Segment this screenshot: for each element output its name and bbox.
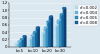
Polygon shape xyxy=(15,43,17,47)
Polygon shape xyxy=(15,42,18,43)
Polygon shape xyxy=(62,14,63,47)
Polygon shape xyxy=(33,35,34,47)
Polygon shape xyxy=(38,27,39,47)
Polygon shape xyxy=(44,28,46,47)
Polygon shape xyxy=(57,25,58,47)
Polygon shape xyxy=(60,15,62,47)
Polygon shape xyxy=(46,27,47,47)
Polygon shape xyxy=(49,16,52,17)
Polygon shape xyxy=(18,42,20,47)
Polygon shape xyxy=(42,33,44,47)
Polygon shape xyxy=(28,39,31,47)
Polygon shape xyxy=(44,27,47,28)
Polygon shape xyxy=(23,36,26,37)
Polygon shape xyxy=(60,14,63,15)
Polygon shape xyxy=(65,8,66,47)
Legend: cf=0.002, cf=0.004, cf=0.006, cf=0.008: cf=0.002, cf=0.004, cf=0.006, cf=0.008 xyxy=(74,5,98,26)
Polygon shape xyxy=(31,36,33,47)
Polygon shape xyxy=(36,28,38,47)
Polygon shape xyxy=(34,31,37,32)
Polygon shape xyxy=(62,8,65,47)
Polygon shape xyxy=(47,22,49,47)
Polygon shape xyxy=(55,25,58,26)
Polygon shape xyxy=(49,17,52,47)
Polygon shape xyxy=(31,35,34,36)
Polygon shape xyxy=(34,32,36,47)
Polygon shape xyxy=(28,38,31,39)
Polygon shape xyxy=(23,37,25,47)
Polygon shape xyxy=(55,26,57,47)
Polygon shape xyxy=(49,21,50,47)
Polygon shape xyxy=(57,20,60,47)
Polygon shape xyxy=(18,41,21,42)
Polygon shape xyxy=(22,39,23,47)
Polygon shape xyxy=(44,32,45,47)
Polygon shape xyxy=(17,42,18,47)
Polygon shape xyxy=(36,27,39,28)
Polygon shape xyxy=(20,41,21,47)
Polygon shape xyxy=(36,31,37,47)
Polygon shape xyxy=(25,36,26,47)
Polygon shape xyxy=(20,39,22,47)
Polygon shape xyxy=(47,21,50,22)
Polygon shape xyxy=(42,32,45,33)
